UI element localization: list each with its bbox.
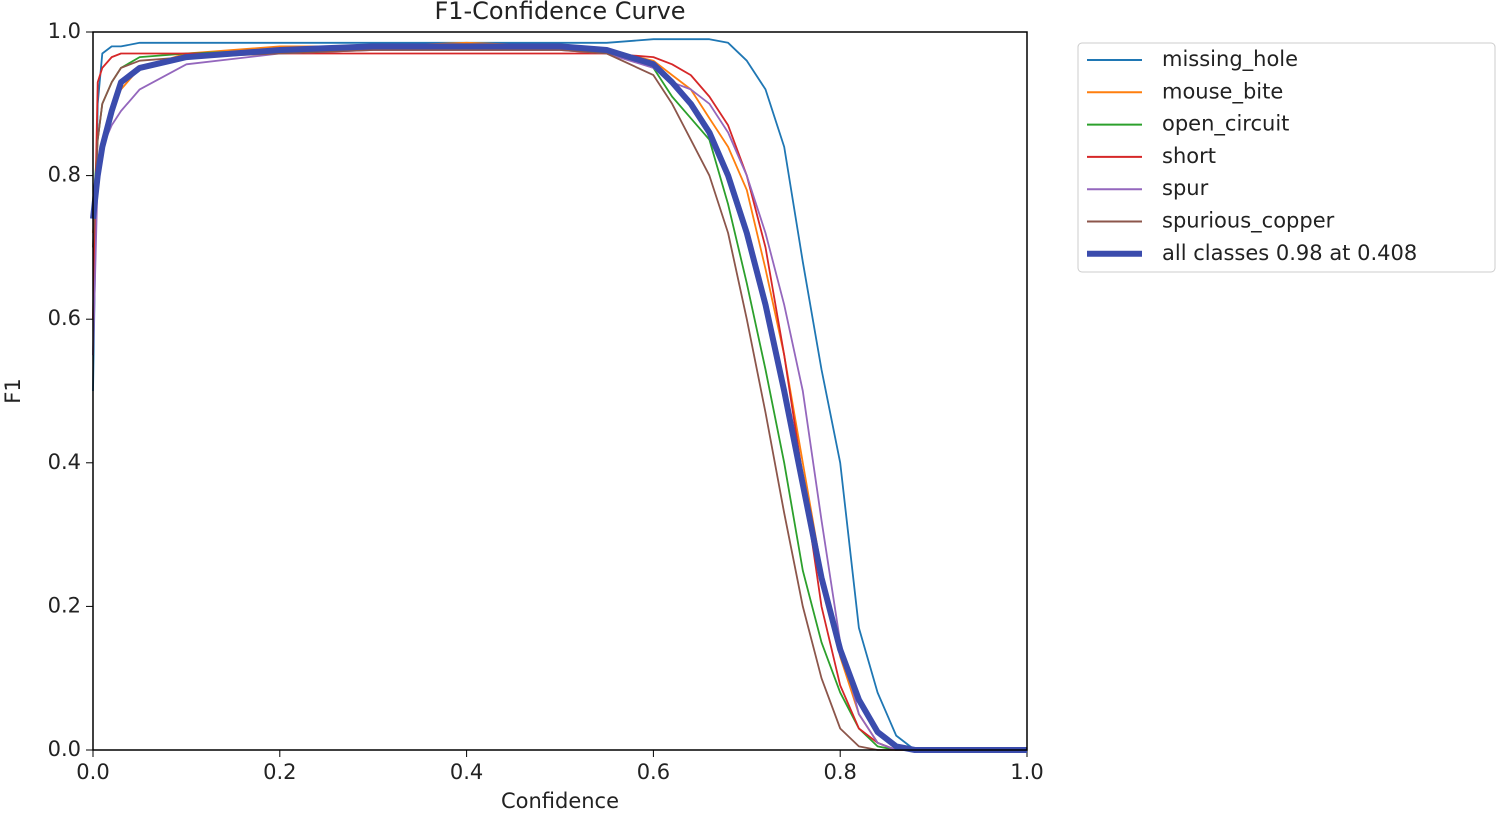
x-tick-label: 0.2 [263,760,296,784]
chart-title: F1-Confidence Curve [434,0,685,25]
series-line [92,41,1027,751]
y-tick-label: 0.2 [48,593,81,617]
x-axis-label: Confidence [501,789,619,813]
x-tick-label: 0.8 [823,760,856,784]
series-line [92,45,1027,751]
y-tick-label: 0.8 [48,163,81,187]
x-tick-label: 0.0 [76,760,109,784]
legend-label: spur [1162,176,1209,200]
x-tick-label: 1.0 [1010,760,1043,784]
legend-label: open_circuit [1162,112,1289,137]
x-tick-label: 0.4 [450,760,483,784]
series-line [92,52,1027,751]
series-line [92,49,1027,751]
legend-label: missing_hole [1162,47,1298,72]
x-tick-label: 0.6 [637,760,670,784]
y-tick-label: 0.6 [48,306,81,330]
legend-label: spurious_copper [1162,209,1335,234]
series-line [92,38,1027,751]
legend-label: short [1162,144,1216,168]
y-axis-label: F1 [1,378,25,403]
legend-label: mouse_bite [1162,79,1283,104]
series-line [90,43,1027,753]
y-tick-label: 1.0 [48,19,81,43]
y-tick-label: 0.4 [48,450,81,474]
legend-box [1077,42,1496,273]
y-tick-label: 0.0 [48,737,81,761]
legend-label: all classes 0.98 at 0.408 [1162,241,1417,265]
plot-frame [92,31,1028,751]
series-line [92,49,1027,751]
